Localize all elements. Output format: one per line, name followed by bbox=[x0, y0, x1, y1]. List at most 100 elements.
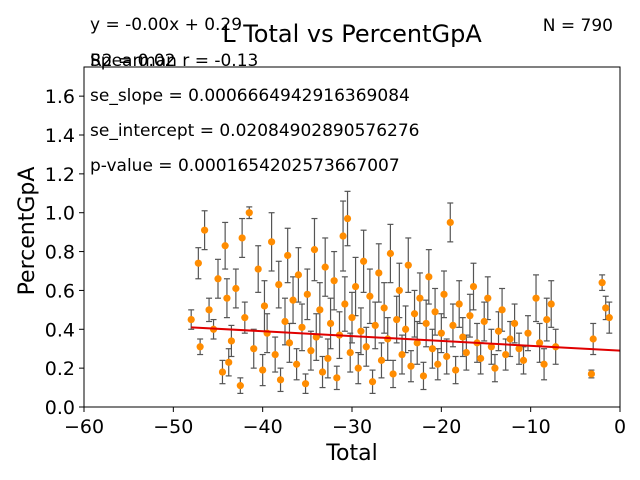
data-point bbox=[589, 335, 597, 343]
data-point bbox=[425, 273, 433, 281]
data-point bbox=[223, 294, 231, 302]
data-point bbox=[307, 347, 315, 355]
data-point bbox=[214, 275, 222, 283]
y-tick-label: 1.2 bbox=[45, 164, 75, 186]
data-point bbox=[351, 282, 360, 291]
data-point bbox=[502, 350, 510, 359]
data-point bbox=[371, 321, 379, 329]
data-point bbox=[422, 319, 430, 328]
data-point bbox=[254, 265, 262, 273]
spearman-annotation: Spearman r = -0.13 bbox=[90, 51, 258, 71]
data-point bbox=[341, 300, 349, 308]
data-point bbox=[238, 234, 246, 242]
data-point bbox=[333, 374, 341, 382]
y-tick-label: 0.2 bbox=[45, 358, 75, 380]
data-point bbox=[236, 382, 244, 390]
data-point bbox=[587, 370, 596, 378]
y-tick-label: 0.8 bbox=[45, 242, 75, 264]
data-point bbox=[402, 325, 410, 333]
data-point bbox=[232, 284, 240, 293]
data-point bbox=[360, 257, 368, 265]
data-point bbox=[524, 329, 532, 337]
data-point bbox=[428, 345, 436, 353]
x-tick-label: −60 bbox=[64, 416, 104, 438]
data-point bbox=[480, 317, 488, 326]
data-point bbox=[368, 378, 377, 386]
data-point bbox=[446, 218, 454, 227]
y-tick-label: 1.0 bbox=[45, 203, 75, 225]
data-point bbox=[452, 366, 460, 374]
data-point bbox=[416, 294, 424, 302]
data-point bbox=[346, 349, 354, 357]
data-point bbox=[259, 366, 267, 374]
data-point bbox=[289, 296, 297, 304]
data-point bbox=[404, 261, 412, 269]
data-point bbox=[250, 345, 258, 353]
data-point bbox=[386, 249, 395, 258]
chart-title: L Total vs PercentGpA bbox=[222, 20, 482, 48]
data-point bbox=[366, 292, 374, 300]
data-point bbox=[498, 306, 506, 314]
data-point bbox=[294, 271, 302, 279]
x-tick-label: −50 bbox=[153, 416, 193, 438]
data-point bbox=[298, 323, 306, 331]
data-point bbox=[293, 360, 301, 368]
x-axis-ticks: −60 −50 −40 −30 −20 −10 0 bbox=[64, 407, 626, 438]
data-point bbox=[540, 360, 548, 368]
data-point bbox=[227, 337, 235, 345]
data-point bbox=[469, 282, 478, 291]
data-point bbox=[484, 294, 492, 302]
data-point bbox=[419, 372, 428, 380]
data-point bbox=[285, 339, 294, 347]
x-tick-label: −40 bbox=[243, 416, 283, 438]
y-tick-label: 0.0 bbox=[45, 397, 75, 419]
data-point bbox=[494, 327, 503, 335]
sample-size-annotation: N = 790 bbox=[543, 16, 613, 36]
y-axis-label: PercentGpA bbox=[15, 167, 40, 296]
data-point bbox=[510, 319, 519, 328]
data-point bbox=[362, 343, 370, 351]
data-point bbox=[547, 300, 555, 308]
data-point bbox=[393, 315, 401, 324]
data-point bbox=[443, 352, 451, 361]
data-point bbox=[431, 308, 439, 316]
data-point bbox=[605, 314, 613, 322]
se-slope-annotation: se_slope = 0.0006664942916369084 bbox=[90, 86, 410, 106]
data-point bbox=[321, 263, 329, 271]
data-point bbox=[410, 310, 419, 318]
data-point bbox=[354, 364, 362, 372]
data-point bbox=[318, 368, 327, 376]
data-point bbox=[536, 339, 544, 347]
data-point bbox=[268, 238, 276, 246]
data-point bbox=[312, 333, 320, 341]
data-point bbox=[343, 214, 352, 223]
data-point bbox=[275, 281, 283, 289]
y-tick-label: 0.6 bbox=[45, 280, 75, 302]
data-point bbox=[515, 345, 523, 353]
data-point bbox=[377, 356, 386, 364]
data-point bbox=[455, 300, 463, 308]
data-point bbox=[348, 314, 356, 322]
data-point bbox=[187, 315, 195, 324]
x-tick-label: −10 bbox=[511, 416, 551, 438]
data-point bbox=[339, 232, 347, 240]
data-point bbox=[462, 349, 470, 357]
data-point bbox=[205, 306, 213, 314]
data-point bbox=[324, 354, 332, 363]
data-point bbox=[491, 364, 499, 372]
data-point bbox=[434, 360, 442, 368]
y-tick-label: 0.4 bbox=[45, 319, 75, 341]
data-point bbox=[301, 380, 310, 388]
data-point bbox=[380, 304, 388, 312]
equation-annotation: y = -0.00x + 0.29 bbox=[90, 15, 242, 35]
data-point bbox=[196, 343, 204, 351]
x-tick-label: 0 bbox=[614, 416, 626, 438]
data-point bbox=[330, 277, 338, 285]
data-point bbox=[201, 226, 209, 234]
data-point bbox=[437, 329, 445, 337]
data-point bbox=[276, 376, 285, 384]
data-point bbox=[303, 290, 311, 298]
data-point bbox=[260, 302, 269, 310]
